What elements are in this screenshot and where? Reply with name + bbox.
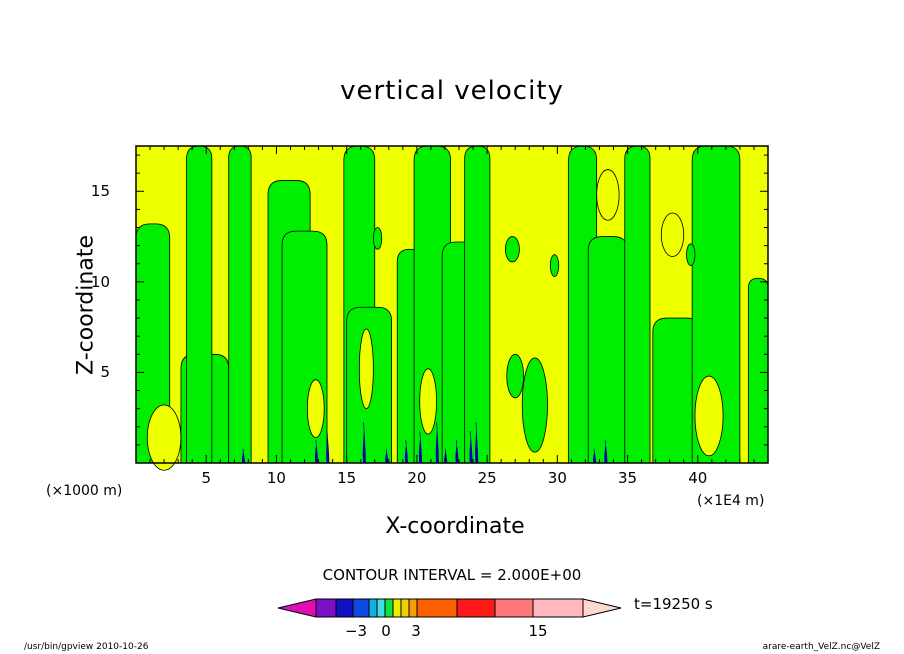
contour-interval-label: CONTOUR INTERVAL = 2.000E+00 xyxy=(322,566,582,584)
negative-velocity-band xyxy=(135,223,171,464)
x-tick-label: 15 xyxy=(337,469,357,487)
negative-velocity-band xyxy=(624,145,651,464)
positive-velocity-cell xyxy=(146,404,182,471)
colorbar-swatch xyxy=(315,598,337,618)
positive-velocity-cell xyxy=(419,368,437,435)
strong-downdraft-streak xyxy=(469,430,473,464)
colorbar-tick-label: 3 xyxy=(411,622,421,640)
colorbar-swatch xyxy=(392,598,402,618)
colorbar-swatch xyxy=(408,598,418,618)
colorbar xyxy=(277,598,622,618)
y-axis-label: Z-coordinate xyxy=(73,235,99,375)
footer-file-info: arare-earth_VelZ.nc@VelZ xyxy=(762,642,880,652)
colorbar-swatch xyxy=(416,598,458,618)
colorbar-swatch xyxy=(368,598,378,618)
negative-velocity-band xyxy=(747,277,769,464)
colorbar-swatch xyxy=(400,598,410,618)
strong-downdraft-streak xyxy=(314,439,319,464)
strong-downdraft-streak xyxy=(326,430,330,464)
positive-velocity-cell xyxy=(358,328,374,410)
x-tick-label: 5 xyxy=(201,469,211,487)
x-axis-label: X-coordinate xyxy=(385,514,525,539)
colorbar-swatch xyxy=(532,598,584,618)
negative-velocity-cell xyxy=(506,353,525,399)
colorbar-tick-label: 0 xyxy=(381,622,391,640)
negative-velocity-band xyxy=(228,145,252,464)
negative-velocity-cell xyxy=(549,254,560,277)
strong-downdraft-streak xyxy=(385,448,389,464)
colorbar-swatch xyxy=(456,598,496,618)
field-blobs xyxy=(146,169,724,471)
x-tick-label: 30 xyxy=(547,469,567,487)
positive-velocity-cell xyxy=(596,169,620,221)
strong-downdraft-streak xyxy=(404,439,408,464)
strong-downdraft-streak xyxy=(592,448,597,464)
colorbar-swatch xyxy=(335,598,354,618)
field-bands xyxy=(135,145,769,464)
negative-velocity-cell xyxy=(686,243,696,266)
positive-velocity-cell xyxy=(660,212,685,257)
strong-downdraft-streak xyxy=(362,421,366,464)
colorbar-tick-label: −3 xyxy=(344,622,368,640)
x-unit-right: (×1E4 m) xyxy=(697,493,765,509)
plot-frame xyxy=(135,145,769,464)
colorbar-tick-label: 15 xyxy=(528,622,548,640)
negative-velocity-band xyxy=(464,145,491,464)
strong-downdraft-streak xyxy=(241,448,246,464)
colorbar-arrow-low xyxy=(277,598,317,618)
negative-velocity-cell xyxy=(372,227,383,250)
y-tick-label: 15 xyxy=(90,182,110,201)
chart-title: vertical velocity xyxy=(340,76,564,106)
strong-downdraft-streak xyxy=(604,439,608,464)
x-tick-label: 35 xyxy=(618,469,638,487)
negative-velocity-cell xyxy=(521,357,548,453)
strong-downdraft-streak xyxy=(475,421,479,464)
colorbar-swatch xyxy=(376,598,386,618)
strong-downdraft-streak xyxy=(435,421,439,464)
x-tick-label: 40 xyxy=(688,469,708,487)
time-label: t=19250 s xyxy=(634,595,713,613)
colorbar-arrow-high xyxy=(582,598,622,618)
x-tick-label: 10 xyxy=(266,469,286,487)
negative-velocity-cell xyxy=(504,236,520,263)
negative-velocity-band xyxy=(186,145,213,464)
colorbar-swatch xyxy=(384,598,394,618)
x-unit-left: (×1000 m) xyxy=(46,483,123,499)
x-tick-label: 20 xyxy=(407,469,427,487)
strong-downdraft-streak xyxy=(455,439,459,464)
negative-velocity-band xyxy=(587,236,628,464)
x-tick-label: 25 xyxy=(477,469,497,487)
y-tick-label: 5 xyxy=(100,363,110,382)
positive-velocity-cell xyxy=(306,379,325,439)
colorbar-swatch xyxy=(352,598,370,618)
colorbar-swatch xyxy=(494,598,534,618)
footer-program-info: /usr/bin/gpview 2010-10-26 xyxy=(24,642,149,652)
y-tick-label: 10 xyxy=(90,272,110,291)
strong-downdraft-streak xyxy=(418,430,422,464)
positive-velocity-cell xyxy=(694,375,724,457)
